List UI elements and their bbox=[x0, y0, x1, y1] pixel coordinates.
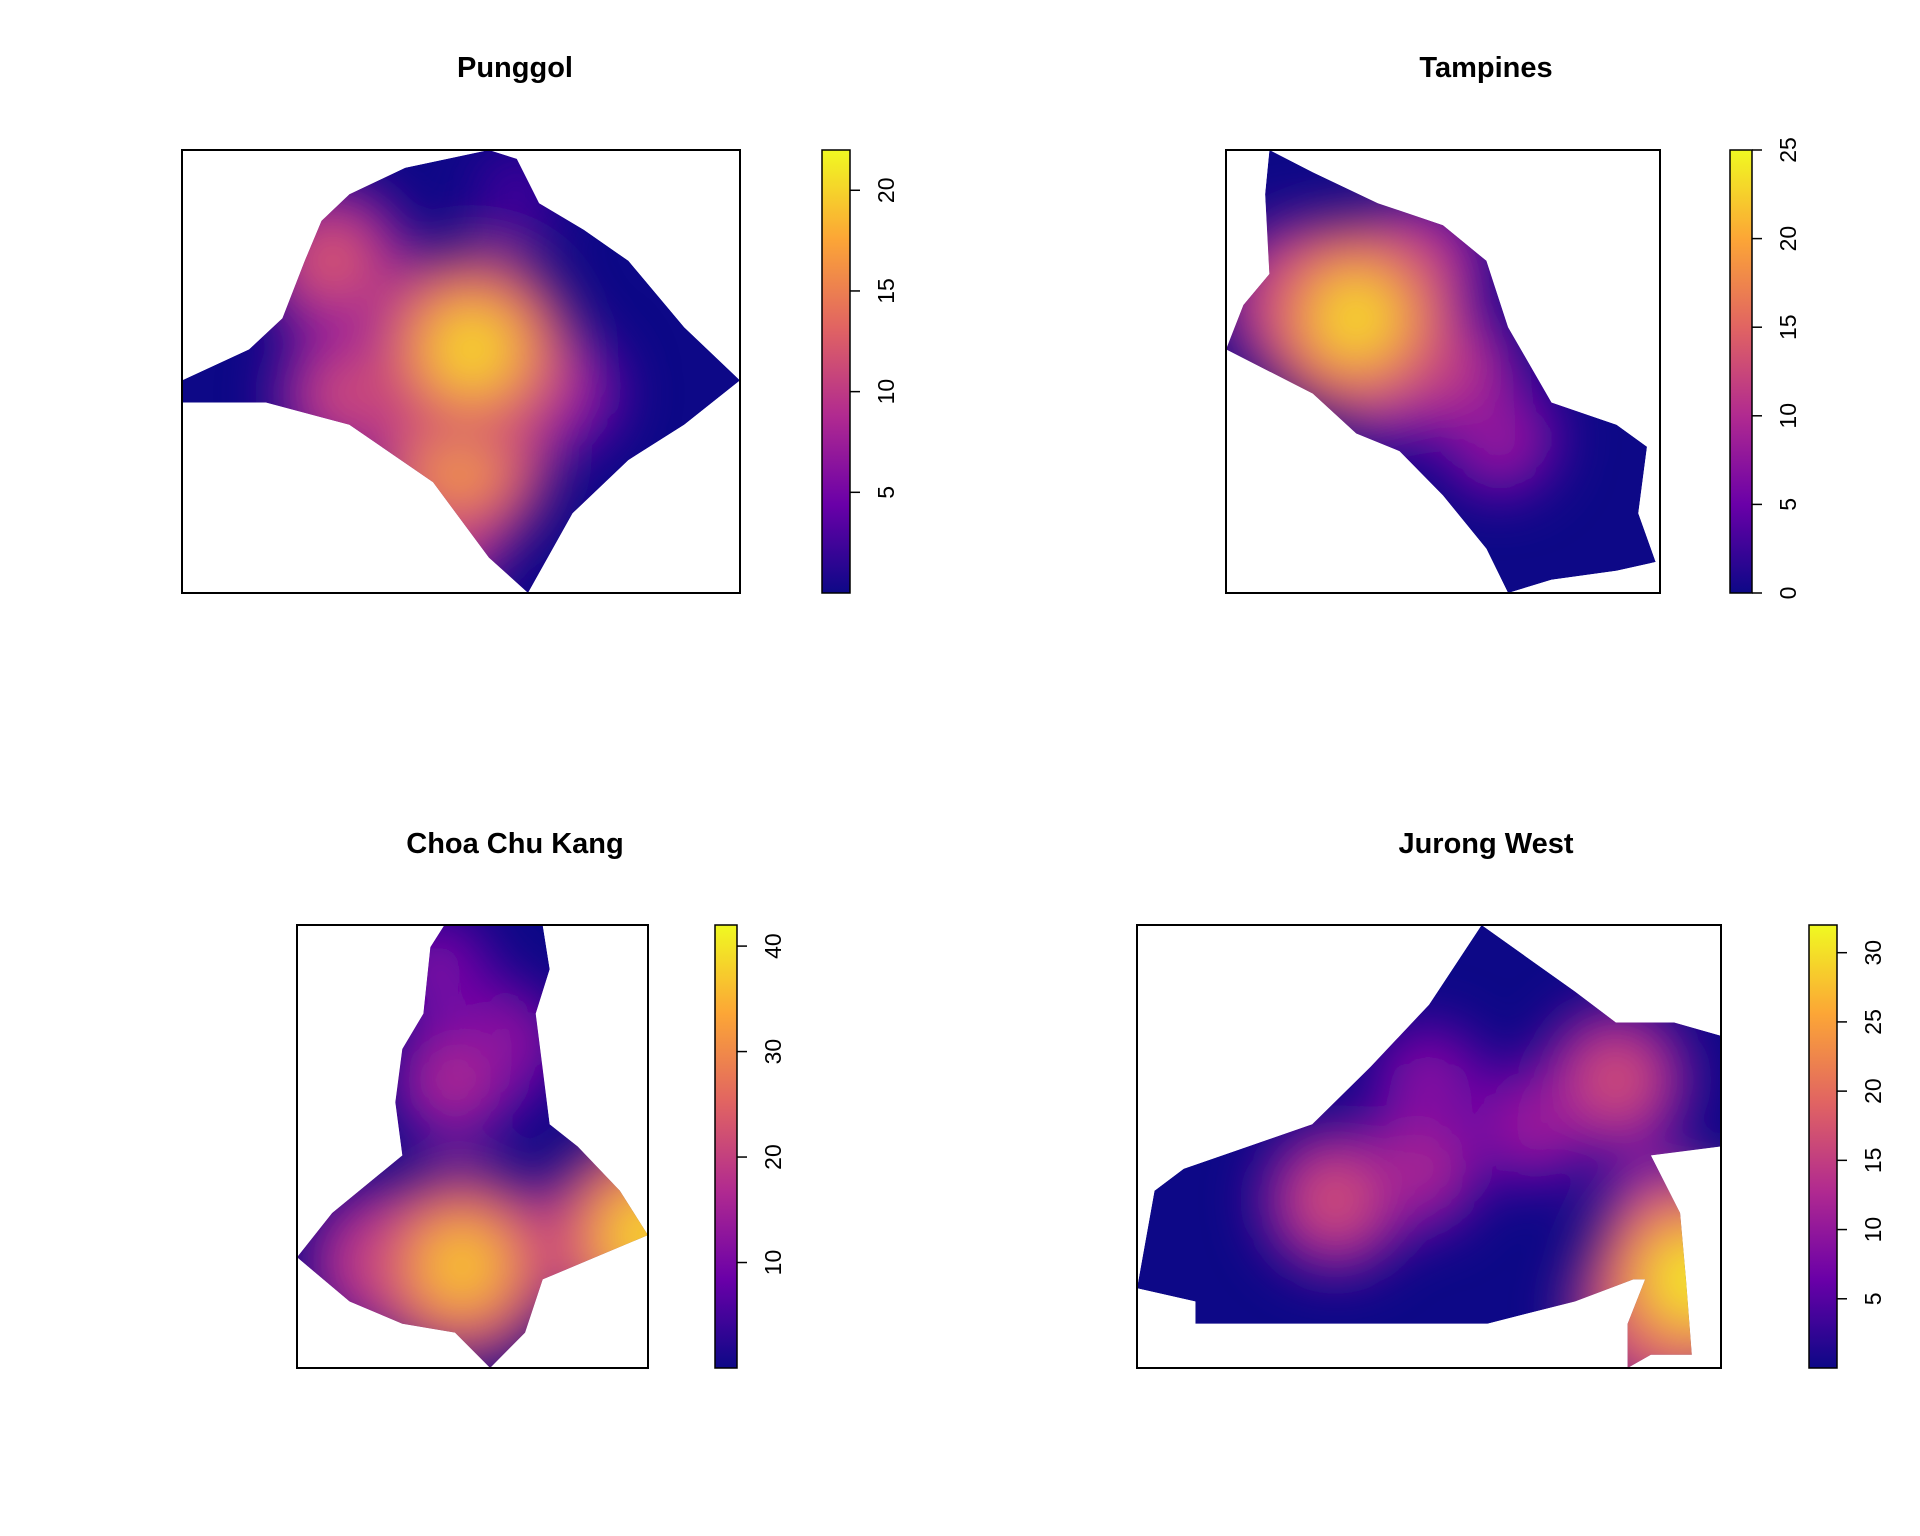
hotspot-jurong-west-6-ring-4 bbox=[1409, 1060, 1449, 1100]
colorbar-tick-label-jurong-west-5: 30 bbox=[1860, 940, 1886, 966]
density-map-punggol bbox=[182, 150, 740, 593]
colorbar-tick-label-tampines-2: 10 bbox=[1775, 403, 1801, 429]
colorbar-gradient-jurong-west bbox=[1808, 924, 1838, 1369]
hotspot-choa-chu-kang-0-ring-4 bbox=[433, 1237, 491, 1295]
map-frame-punggol bbox=[181, 149, 741, 594]
colorbar-gradient-punggol bbox=[821, 149, 851, 594]
hotspot-choa-chu-kang-3-ring-4 bbox=[433, 1058, 477, 1102]
colorbar-tick-label-jurong-west-2: 15 bbox=[1860, 1148, 1886, 1174]
colorbar-tick-label-choa-chu-kang-3: 40 bbox=[760, 933, 786, 959]
map-frame-jurong-west bbox=[1136, 924, 1722, 1369]
colorbar-tampines: 0 5 10 15 20 25 bbox=[1729, 137, 1801, 600]
hotspot-jurong-west-0-ring-4 bbox=[1312, 1176, 1360, 1224]
colorbar-tick-label-choa-chu-kang-0: 10 bbox=[760, 1250, 786, 1276]
panel-jurong-west: Jurong West 5 10 15 20 25 30 bbox=[1136, 828, 1886, 1369]
hotspot-jurong-west-2-ring-4 bbox=[1592, 1056, 1640, 1104]
colorbar-tick-label-tampines-4: 20 bbox=[1775, 226, 1801, 252]
map-frame-choa-chu-kang bbox=[296, 924, 649, 1369]
hotspot-jurong-west-3-ring-4 bbox=[1662, 1249, 1721, 1310]
hotspot-punggol-4-ring-4 bbox=[409, 502, 457, 551]
panel-title-punggol: Punggol bbox=[457, 52, 573, 84]
colorbar-tick-label-tampines-1: 5 bbox=[1775, 498, 1801, 511]
colorbar-jurong-west: 5 10 15 20 25 30 bbox=[1808, 924, 1886, 1369]
hotspot-jurong-west-3-ring-3 bbox=[1642, 1230, 1721, 1329]
hotspot-choa-chu-kang-5-ring-4 bbox=[417, 949, 457, 989]
panel-title-jurong-west: Jurong West bbox=[1398, 828, 1573, 860]
colorbar-tick-label-tampines-3: 15 bbox=[1775, 314, 1801, 340]
hotspot-tampines-0-ring-4 bbox=[1327, 289, 1386, 348]
density-map-choa-chu-kang bbox=[297, 925, 648, 1368]
panel-title-choa-chu-kang: Choa Chu Kang bbox=[406, 828, 624, 860]
colorbar-punggol: 5 10 15 20 bbox=[821, 149, 899, 594]
panel-title-tampines: Tampines bbox=[1419, 52, 1552, 84]
colorbar-tick-label-choa-chu-kang-1: 20 bbox=[760, 1144, 786, 1170]
panel-tampines: Tampines 0 5 10 15 20 25 bbox=[1225, 52, 1801, 600]
density-map-jurong-west bbox=[1137, 925, 1721, 1368]
panel-punggol: Punggol 5 10 15 20 bbox=[181, 52, 899, 594]
colorbar-gradient-tampines bbox=[1729, 149, 1753, 594]
density-map-tampines bbox=[1226, 150, 1656, 593]
hotspot-punggol-6-ring-4 bbox=[499, 176, 535, 212]
hotspot-punggol-0-ring-4 bbox=[443, 320, 502, 379]
colorbar-tick-label-jurong-west-4: 25 bbox=[1860, 1009, 1886, 1035]
colorbar-tick-label-punggol-3: 20 bbox=[873, 177, 899, 203]
colorbar-tick-label-choa-chu-kang-2: 30 bbox=[760, 1039, 786, 1065]
panel-choa-chu-kang: Choa Chu Kang 10 20 30 40 bbox=[296, 828, 786, 1369]
hotspot-jurong-west-5-ring-4 bbox=[1513, 1103, 1555, 1146]
colorbar-choa-chu-kang: 10 20 30 40 bbox=[714, 924, 786, 1369]
colorbar-tick-label-jurong-west-1: 10 bbox=[1860, 1217, 1886, 1243]
map-frame-tampines bbox=[1225, 149, 1661, 594]
colorbar-tick-label-tampines-5: 25 bbox=[1775, 137, 1801, 163]
hotspot-punggol-2-ring-4 bbox=[326, 370, 373, 417]
colorbar-tick-label-tampines-0: 0 bbox=[1775, 587, 1801, 600]
colorbar-tick-label-punggol-0: 5 bbox=[873, 486, 899, 499]
colorbar-tick-label-punggol-2: 15 bbox=[873, 278, 899, 304]
colorbar-gradient-choa-chu-kang bbox=[714, 924, 738, 1369]
colorbar-tick-label-jurong-west-3: 20 bbox=[1860, 1078, 1886, 1104]
colorbar-tick-label-jurong-west-0: 5 bbox=[1860, 1292, 1886, 1305]
colorbar-tick-label-punggol-1: 10 bbox=[873, 379, 899, 405]
hotspot-punggol-3-ring-4 bbox=[308, 236, 357, 285]
